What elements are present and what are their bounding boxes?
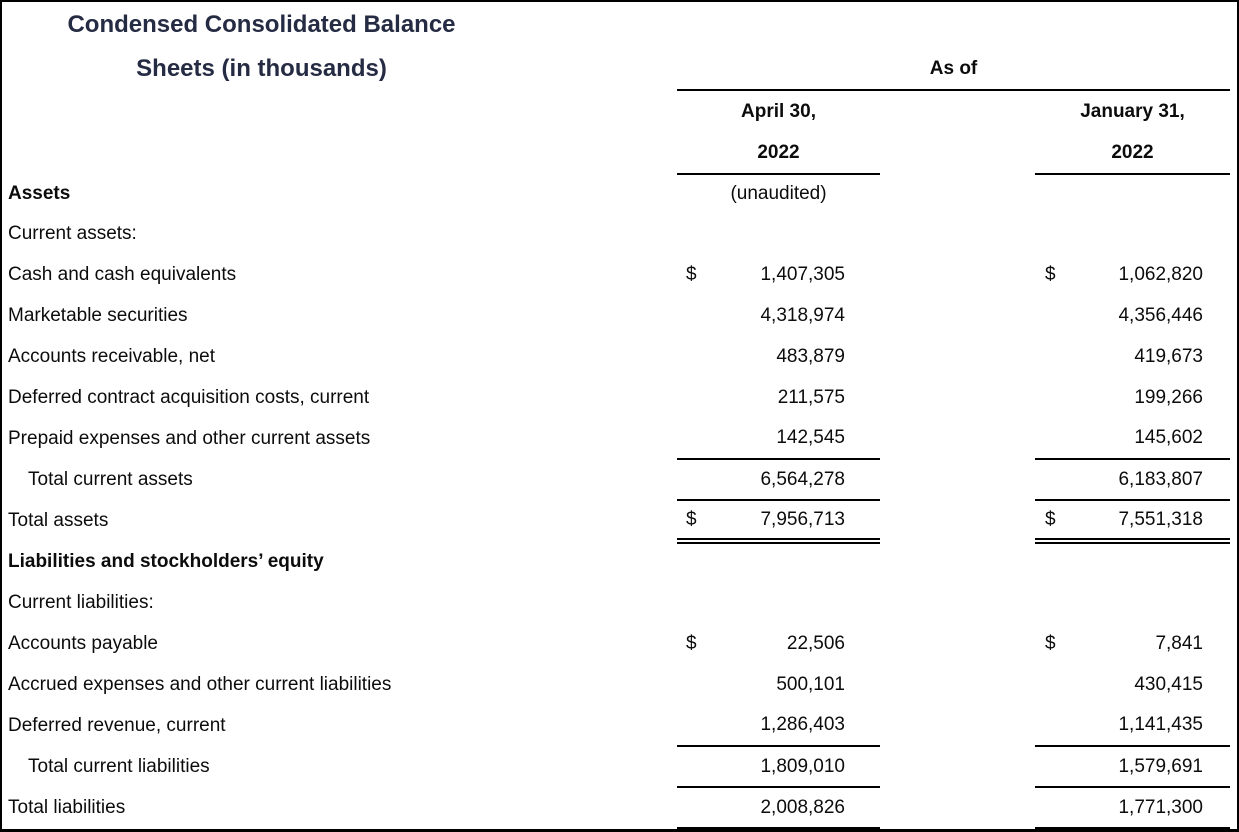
row-label: Total liabilities [8, 796, 126, 818]
april-value: 1,407,305 [760, 263, 845, 285]
january-value: 199,266 [1134, 386, 1203, 408]
column-header-april-line1: April 30, [741, 100, 816, 122]
january-value: 7,551,318 [1067, 500, 1230, 544]
january-value: 1,062,820 [1118, 263, 1203, 285]
january-value: 6,183,807 [1067, 459, 1230, 501]
january-dollar-sign: $ [1045, 632, 1056, 654]
january-value: 145,602 [1067, 418, 1230, 460]
april-dollar-sign: $ [677, 500, 711, 544]
row-total-liabilities: Total liabilities 2,008,826 1,771,300 [2, 787, 1237, 829]
header-spacer [677, 2, 1230, 48]
page-title-line2: Sheets (in thousands) [136, 55, 387, 82]
title-row-1: Condensed Consolidated Balance [2, 2, 1237, 48]
column-gap [880, 174, 1035, 213]
april-dollar-sign: $ [686, 263, 697, 285]
column-gap [880, 132, 1035, 174]
row-label: Total current liabilities [28, 755, 210, 777]
january-value: 1,579,691 [1067, 746, 1230, 788]
row-marketable-securities: Marketable securities 4,318,974 4,356,44… [2, 295, 1237, 336]
section-liabilities-heading: Liabilities and stockholders’ equity [8, 550, 324, 572]
april-value: 142,545 [711, 418, 880, 460]
row-deferred-contract-acquisition-costs: Deferred contract acquisition costs, cur… [2, 377, 1237, 418]
assets-heading-row: Assets (unaudited) [2, 174, 1237, 213]
row-label: Marketable securities [8, 304, 188, 326]
january-dollar-sign: $ [1035, 500, 1067, 544]
row-cash-and-cash-equivalents: Cash and cash equivalents $ 1,407,305 $ … [2, 254, 1237, 295]
title-row-2: Sheets (in thousands) As of [2, 48, 1237, 91]
page-title-line1: Condensed Consolidated Balance [67, 11, 456, 38]
date-row-2: 2022 2022 [2, 132, 1237, 175]
column-gap [880, 90, 1035, 132]
row-label: Total assets [8, 509, 109, 531]
january-value: 430,415 [1134, 673, 1203, 695]
row-prepaid-expenses: Prepaid expenses and other current asset… [2, 418, 1237, 460]
january-value: 419,673 [1134, 345, 1203, 367]
row-liabilities-heading: Liabilities and stockholders’ equity [2, 541, 1237, 582]
row-deferred-revenue-current: Deferred revenue, current 1,286,403 1,14… [2, 705, 1237, 747]
row-current-assets-heading: Current assets: [2, 213, 1237, 254]
row-label: Prepaid expenses and other current asset… [8, 427, 371, 449]
row-label: Deferred revenue, current [8, 714, 226, 736]
row-accounts-payable: Accounts payable $ 22,506 $ 7,841 [2, 623, 1237, 664]
row-total-current-assets: Total current assets 6,564,278 6,183,807 [2, 459, 1237, 501]
january-value: 1,141,435 [1067, 705, 1230, 747]
row-label: Accounts receivable, net [8, 345, 216, 367]
as-of-header: As of [677, 48, 1230, 91]
column-header-january-line2: 2022 [1035, 132, 1230, 175]
january-dollar-sign: $ [1045, 263, 1056, 285]
row-label: Current liabilities: [8, 591, 154, 613]
april-dollar-sign: $ [686, 632, 697, 654]
row-label: Accrued expenses and other current liabi… [8, 673, 392, 695]
january-value: 7,841 [1155, 632, 1203, 654]
date-row-1: April 30, January 31, [2, 90, 1237, 132]
april-value: 211,575 [777, 386, 845, 408]
january-value: 1,771,300 [1067, 787, 1230, 829]
row-current-liabilities-heading: Current liabilities: [2, 582, 1237, 623]
april-value: 7,956,713 [711, 500, 880, 544]
april-value: 500,101 [776, 673, 845, 695]
row-label: Accounts payable [8, 632, 158, 654]
april-value: 6,564,278 [711, 459, 880, 501]
row-label: Total current assets [28, 468, 193, 490]
row-total-current-liabilities: Total current liabilities 1,809,010 1,57… [2, 746, 1237, 788]
column-header-january-line1: January 31, [1080, 100, 1185, 122]
april-value: 1,286,403 [711, 705, 880, 747]
row-accounts-receivable-net: Accounts receivable, net 483,879 419,673 [2, 336, 1237, 377]
april-value: 1,809,010 [711, 746, 880, 788]
row-total-assets: Total assets $ 7,956,713 $ 7,551,318 [2, 500, 1237, 544]
section-assets-heading: Assets [8, 182, 71, 204]
row-label: Current assets: [8, 222, 137, 244]
april-value: 4,318,974 [760, 304, 845, 326]
row-accrued-expenses: Accrued expenses and other current liabi… [2, 664, 1237, 705]
row-label: Cash and cash equivalents [8, 263, 237, 285]
column-header-april-line2: 2022 [677, 132, 880, 175]
january-value: 4,356,446 [1118, 304, 1203, 326]
april-value: 22,506 [786, 632, 845, 654]
april-value: 483,879 [776, 345, 845, 367]
row-label: Deferred contract acquisition costs, cur… [8, 386, 370, 408]
unaudited-note: (unaudited) [730, 183, 827, 204]
april-value: 2,008,826 [711, 787, 880, 829]
